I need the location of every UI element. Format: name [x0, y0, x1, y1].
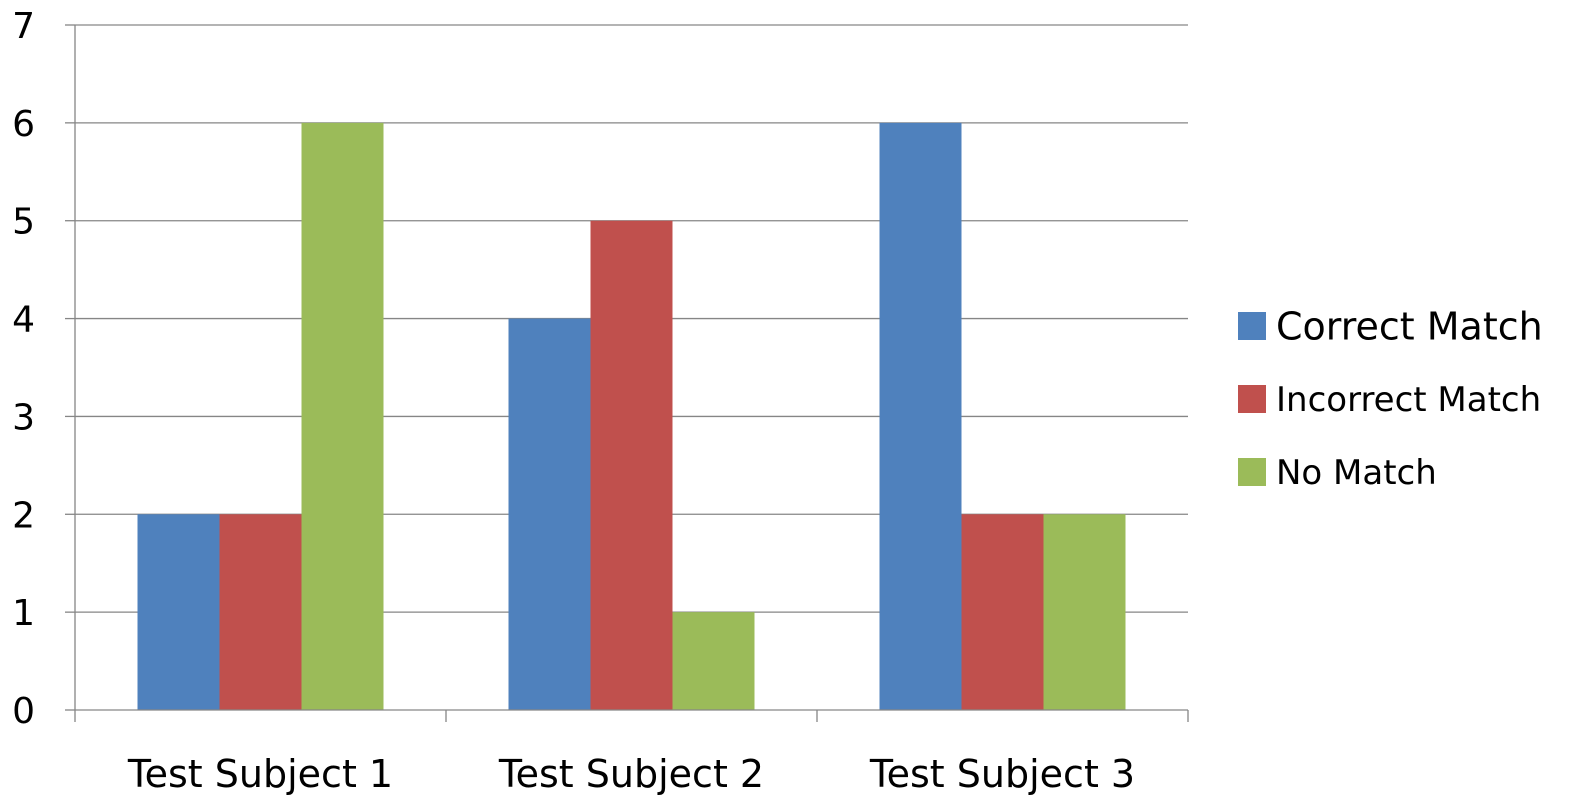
- legend-label: No Match: [1276, 453, 1437, 493]
- y-tick-label: 7: [12, 6, 35, 47]
- y-tick-label: 3: [12, 397, 35, 438]
- bar-incorrect-match-2: [590, 220, 673, 710]
- legend-swatch-no-match: [1238, 458, 1266, 486]
- bar-no-match-1: [301, 122, 384, 711]
- bar-incorrect-match-3: [961, 514, 1044, 710]
- x-category-label: Test Subject 3: [869, 752, 1135, 796]
- legend: Correct Match Incorrect Match No Match: [1238, 305, 1543, 493]
- legend-swatch-incorrect-match: [1238, 385, 1266, 413]
- axes: [65, 24, 1189, 722]
- y-tick-label: 4: [12, 300, 35, 341]
- legend-label: Correct Match: [1276, 305, 1543, 349]
- y-tick-label: 0: [12, 691, 35, 732]
- bars: [137, 122, 1126, 711]
- x-axis-category-labels: Test Subject 1 Test Subject 2 Test Subject…: [127, 752, 1135, 796]
- bar-correct-match-1: [137, 514, 220, 710]
- y-tick-label: 5: [12, 202, 35, 243]
- legend-label: Incorrect Match: [1276, 380, 1541, 420]
- y-tick-label: 6: [12, 104, 35, 145]
- y-tick-label: 2: [12, 495, 35, 536]
- bar-correct-match-3: [879, 122, 962, 711]
- x-category-label: Test Subject 1: [127, 752, 393, 796]
- y-axis-tick-labels: 0 1 2 3 4 5 6 7: [12, 6, 35, 732]
- y-tick-label: 1: [12, 593, 35, 634]
- legend-swatch-correct-match: [1238, 312, 1266, 340]
- x-category-label: Test Subject 2: [498, 752, 764, 796]
- bar-no-match-3: [1043, 514, 1126, 710]
- bar-incorrect-match-1: [219, 514, 302, 710]
- bar-correct-match-2: [508, 318, 591, 710]
- bar-no-match-2: [672, 612, 755, 710]
